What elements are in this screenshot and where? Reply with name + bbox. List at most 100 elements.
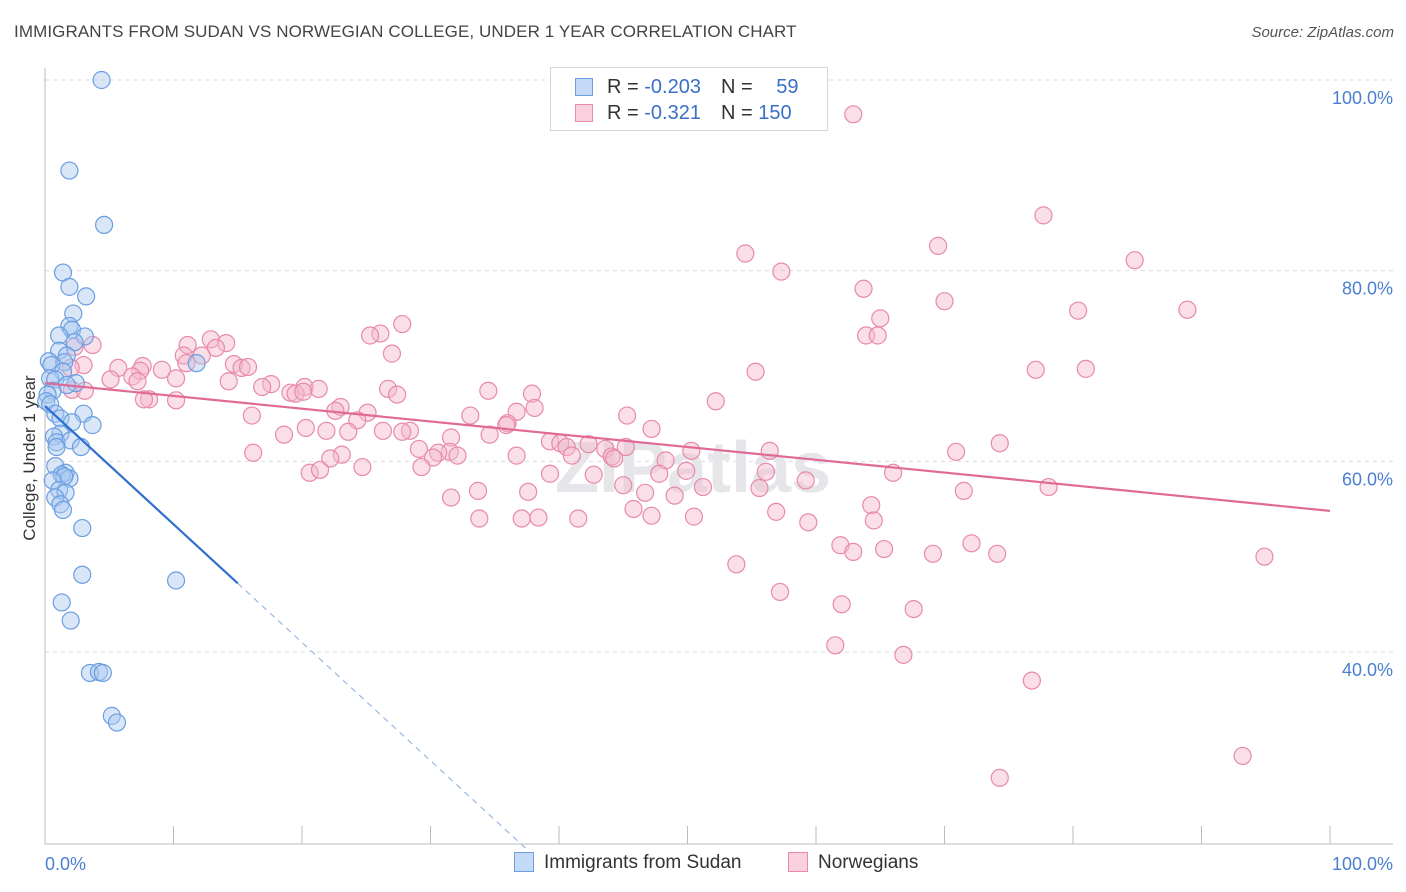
data-point [706, 392, 725, 411]
chart-title: IMMIGRANTS FROM SUDAN VS NORWEGIAN COLLE… [14, 22, 797, 41]
data-point [1255, 547, 1274, 566]
data-point [642, 506, 661, 525]
data-point [128, 372, 147, 391]
data-point [134, 390, 154, 409]
data-point [1233, 746, 1252, 766]
series-sudan [37, 70, 206, 732]
data-point [894, 645, 913, 664]
data-point [624, 499, 643, 519]
data-point [468, 481, 488, 500]
data-point [875, 539, 894, 559]
data-point [770, 582, 790, 602]
bottom-legend-swatch-sudan [514, 852, 534, 872]
x-tick-label: 0.0% [45, 854, 86, 874]
data-point [962, 534, 981, 553]
data-point [868, 326, 887, 345]
data-point [339, 422, 358, 441]
grid-lines [45, 79, 1393, 653]
data-point [65, 333, 84, 352]
data-point [525, 398, 544, 418]
data-point [512, 509, 531, 528]
data-point [618, 406, 637, 425]
stats-legend: R = -0.203 N = 59 R = -0.321 N = 150 [550, 67, 828, 131]
data-point [635, 483, 655, 502]
data-point [274, 425, 294, 444]
data-point [871, 309, 890, 328]
data-point [642, 419, 661, 439]
legend-row-norwegians: R = -0.321 N = 150 [575, 102, 792, 128]
data-point [353, 457, 372, 477]
data-point [296, 418, 315, 438]
data-point [497, 416, 516, 435]
data-point [844, 542, 863, 562]
data-point [832, 595, 851, 614]
x-tick-labels: 0.0% 100.0% [45, 854, 1393, 874]
data-point [988, 544, 1007, 563]
legend-n-label: N = [720, 102, 759, 124]
data-point [736, 244, 755, 263]
data-point [540, 464, 560, 483]
data-point [75, 327, 94, 346]
data-point [650, 464, 669, 483]
data-point [217, 334, 236, 353]
data-point [772, 262, 791, 281]
data-point [139, 390, 159, 409]
data-point [746, 362, 765, 381]
legend-r-label: R = [607, 76, 645, 98]
data-point [1178, 300, 1197, 319]
data-point [614, 476, 633, 495]
data-point [862, 496, 881, 515]
data-point [177, 354, 196, 373]
trend-line-norwegians [44, 382, 1331, 513]
data-point [317, 421, 336, 440]
data-point [946, 442, 966, 461]
data-point [373, 421, 393, 440]
data-point [1069, 301, 1088, 320]
y-tick-label: 40.0% [1342, 660, 1393, 680]
data-point [300, 463, 319, 482]
data-point [107, 713, 127, 732]
data-point [750, 478, 769, 498]
data-point [479, 381, 498, 400]
data-point [60, 161, 79, 180]
data-point [529, 508, 548, 527]
data-point [101, 370, 120, 389]
data-point [409, 439, 429, 459]
trend-lines [44, 382, 1331, 850]
data-point [1076, 359, 1095, 378]
y-axis-label: College, Under 1 year [20, 375, 39, 541]
data-point [281, 383, 300, 402]
data-point [756, 462, 775, 481]
legend-r-value: -0.203 [644, 76, 701, 98]
bottom-legend-label-sudan: Immigrants from Sudan [544, 852, 742, 873]
data-point [83, 416, 102, 435]
data-point [470, 509, 489, 528]
data-point [1026, 360, 1045, 379]
data-point [178, 335, 197, 355]
y-tick-label: 80.0% [1342, 279, 1393, 299]
data-point [767, 502, 786, 521]
bottom-legend-norwegians: Norwegians [788, 852, 918, 874]
data-point [61, 611, 80, 630]
data-point [461, 406, 480, 425]
data-point [1034, 206, 1053, 225]
legend-swatch-sudan [575, 78, 593, 96]
data-point [47, 433, 66, 452]
data-point [796, 471, 815, 490]
data-point [448, 446, 467, 465]
data-point [42, 355, 61, 375]
data-point [310, 460, 330, 480]
data-point [1039, 477, 1058, 497]
data-point [904, 599, 923, 619]
data-point [990, 768, 1009, 787]
data-point [219, 372, 238, 391]
data-point [294, 382, 313, 401]
data-point [579, 435, 598, 454]
data-point [935, 292, 954, 311]
data-point [522, 384, 542, 403]
data-point [480, 425, 499, 444]
data-point [684, 507, 704, 526]
data-point [557, 437, 576, 457]
data-point [95, 215, 114, 235]
data-point [854, 279, 873, 298]
